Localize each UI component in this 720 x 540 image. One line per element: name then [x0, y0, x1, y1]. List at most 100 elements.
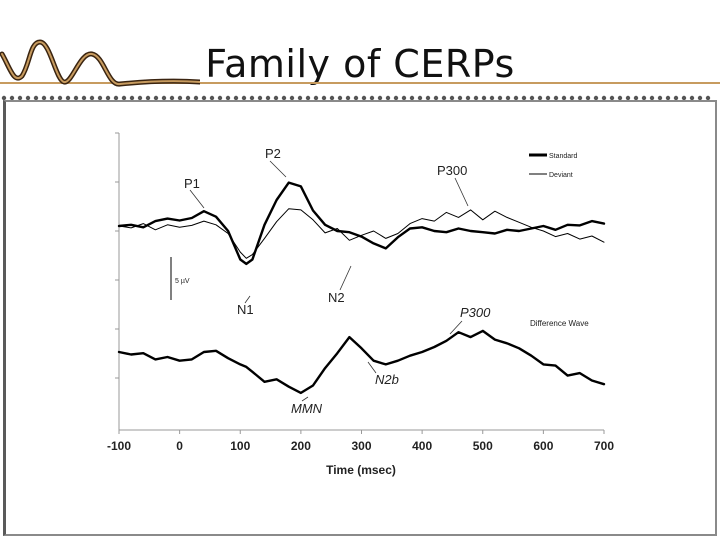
divider-dot	[577, 95, 583, 101]
divider-dot	[505, 95, 511, 101]
divider-dot	[545, 95, 551, 101]
divider-dot	[417, 95, 423, 101]
divider-dot	[25, 95, 31, 101]
legend-label-standard: Standard	[549, 153, 578, 160]
divider-dot	[33, 95, 39, 101]
chart-frame	[3, 100, 717, 536]
divider-dot	[617, 95, 623, 101]
annotation-n2b-leader	[367, 361, 377, 374]
scale-bar: 5 µV	[170, 257, 190, 300]
divider-dot	[41, 95, 47, 101]
divider-dot	[73, 95, 79, 101]
divider-dot	[161, 95, 167, 101]
annotation-p1: P1	[184, 176, 200, 191]
divider-dot	[337, 95, 343, 101]
divider-dot	[377, 95, 383, 101]
x-tick-label: -100	[107, 439, 131, 453]
divider-dot	[457, 95, 463, 101]
divider-dot	[705, 95, 711, 101]
divider-dot	[537, 95, 543, 101]
divider-dot	[249, 95, 255, 101]
dotted-divider	[1, 95, 711, 101]
x-tick-label: 600	[533, 439, 553, 453]
divider-dot	[689, 95, 695, 101]
x-axis-label: Time (msec)	[326, 463, 396, 477]
divider-dot	[217, 95, 223, 101]
divider-dot	[561, 95, 567, 101]
annotation-n2b: N2b	[375, 372, 399, 387]
divider-dot	[321, 95, 327, 101]
divider-dot	[409, 95, 415, 101]
x-tick-label: 400	[412, 439, 432, 453]
annotation-p300-top: P300	[437, 163, 467, 178]
x-tick-label: 200	[291, 439, 311, 453]
divider-dot	[273, 95, 279, 101]
series-line-deviant	[118, 208, 605, 259]
divider-dot	[209, 95, 215, 101]
divider-dot	[465, 95, 471, 101]
divider-dot	[425, 95, 431, 101]
divider-dot	[81, 95, 87, 101]
annotation-p2: P2	[265, 146, 281, 161]
divider-dot	[313, 95, 319, 101]
scale-bar-label: 5 µV	[175, 278, 190, 285]
x-tick-label: 0	[176, 439, 183, 453]
divider-dot	[329, 95, 335, 101]
annotation-n1: N1	[237, 302, 254, 317]
divider-dot	[649, 95, 655, 101]
divider-dot	[473, 95, 479, 101]
divider-dot	[281, 95, 287, 101]
divider-dot	[97, 95, 103, 101]
divider-dot	[353, 95, 359, 101]
annotation-n2-leader	[339, 265, 352, 291]
divider-dot	[17, 95, 23, 101]
annotation-p2-leader	[269, 160, 287, 178]
divider-dot	[393, 95, 399, 101]
divider-dot	[657, 95, 663, 101]
divider-dot	[89, 95, 95, 101]
divider-dot	[553, 95, 559, 101]
divider-dot	[9, 95, 15, 101]
divider-dot	[233, 95, 239, 101]
legend-label-deviant: Deviant	[549, 172, 573, 179]
divider-dot	[49, 95, 55, 101]
divider-dot	[609, 95, 615, 101]
legend: Standard Deviant	[529, 153, 578, 179]
divider-dot	[65, 95, 71, 101]
divider-dot	[361, 95, 367, 101]
divider-dot	[385, 95, 391, 101]
divider-dot	[241, 95, 247, 101]
divider-dot	[401, 95, 407, 101]
divider-dot	[113, 95, 119, 101]
series-lines	[117, 181, 606, 395]
annotation-n1-leader	[244, 295, 251, 304]
divider-dot	[57, 95, 63, 101]
annotation-p300-diff-leader	[449, 320, 463, 335]
divider-dot	[369, 95, 375, 101]
divider-dot	[529, 95, 535, 101]
divider-dot	[185, 95, 191, 101]
divider-dot	[585, 95, 591, 101]
divider-dot	[137, 95, 143, 101]
divider-dot	[681, 95, 687, 101]
divider-dot	[593, 95, 599, 101]
divider-dot	[257, 95, 263, 101]
divider-dot	[641, 95, 647, 101]
divider-dot	[129, 95, 135, 101]
annotation-p300-top-leader	[454, 177, 469, 207]
divider-dot	[513, 95, 519, 101]
divider-dot	[601, 95, 607, 101]
series-line-standard	[117, 181, 606, 266]
divider-dot	[177, 95, 183, 101]
divider-dot	[489, 95, 495, 101]
divider-dot	[169, 95, 175, 101]
divider-dot	[521, 95, 527, 101]
annotation-p300-diff: P300	[460, 305, 491, 320]
annotation-p1-leader	[189, 189, 205, 209]
divider-dot	[1, 95, 7, 101]
divider-dot	[449, 95, 455, 101]
annotation-mmn: MMN	[291, 401, 323, 416]
title-rule	[0, 82, 720, 84]
x-tick-label: 700	[594, 439, 614, 453]
divider-dot	[625, 95, 631, 101]
